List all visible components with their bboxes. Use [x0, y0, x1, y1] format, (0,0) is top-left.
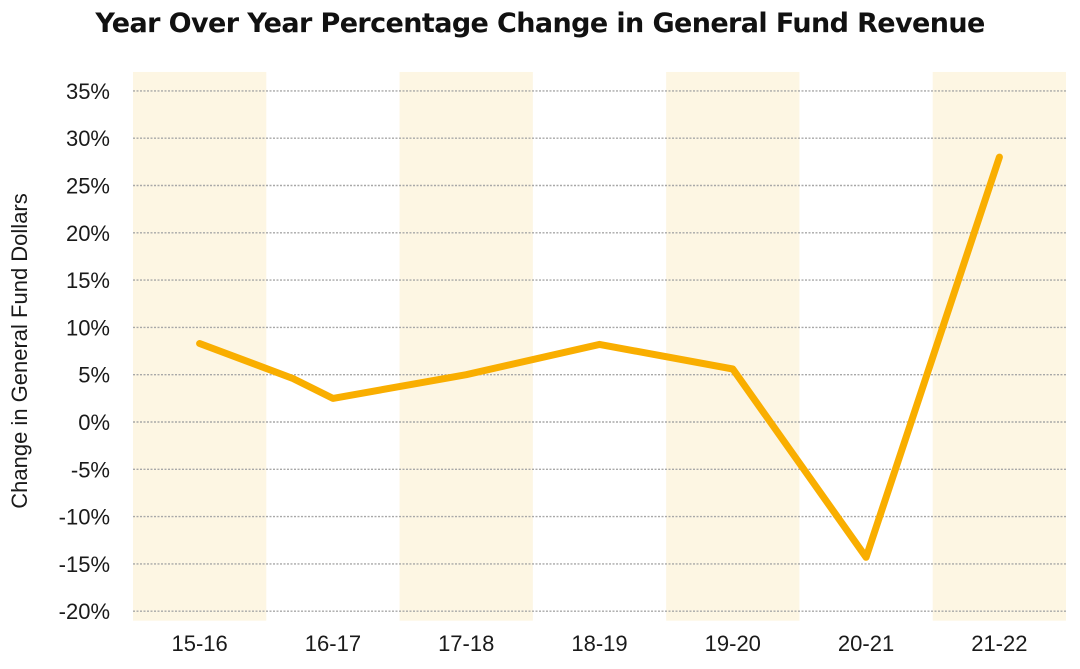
series-layer [196, 153, 1003, 561]
y-tick-label: 35% [66, 79, 110, 104]
y-axis-label: Change in General Fund Dollars [7, 193, 32, 509]
y-tick-label: -5% [71, 457, 110, 482]
gridlines [133, 90, 1066, 612]
x-tick-label: 16-17 [305, 631, 361, 656]
x-tick-label: 20-21 [838, 631, 894, 656]
y-tick-label: 0% [78, 410, 110, 435]
x-tick-label: 21-22 [971, 631, 1027, 656]
y-tick-label: 5% [78, 363, 110, 388]
series-line [196, 153, 1003, 561]
x-tick-label: 15-16 [172, 631, 228, 656]
band-17-18 [399, 71, 533, 621]
x-tick-label: 17-18 [438, 631, 494, 656]
y-tick-label: 10% [66, 315, 110, 340]
y-tick-labels: 35% 30% 25% 20% 15% 10% 5% 0% -5% -10% -15% -20% [59, 79, 110, 624]
x-tick-label: 19-20 [705, 631, 761, 656]
y-tick-label: 15% [66, 268, 110, 293]
y-tick-label: -10% [59, 505, 110, 530]
y-tick-label: 20% [66, 221, 110, 246]
y-tick-label: 30% [66, 126, 110, 151]
x-tick-label: 18-19 [571, 631, 627, 656]
x-tick-labels: 15-16 16-17 17-18 18-19 19-20 20-21 21-22 [172, 631, 1028, 656]
y-tick-label: 25% [66, 174, 110, 199]
band-19-20 [666, 71, 800, 621]
chart-title: Year Over Year Percentage Change in Gene… [95, 8, 985, 39]
y-tick-label: -20% [59, 599, 110, 624]
y-tick-label: -15% [59, 552, 110, 577]
